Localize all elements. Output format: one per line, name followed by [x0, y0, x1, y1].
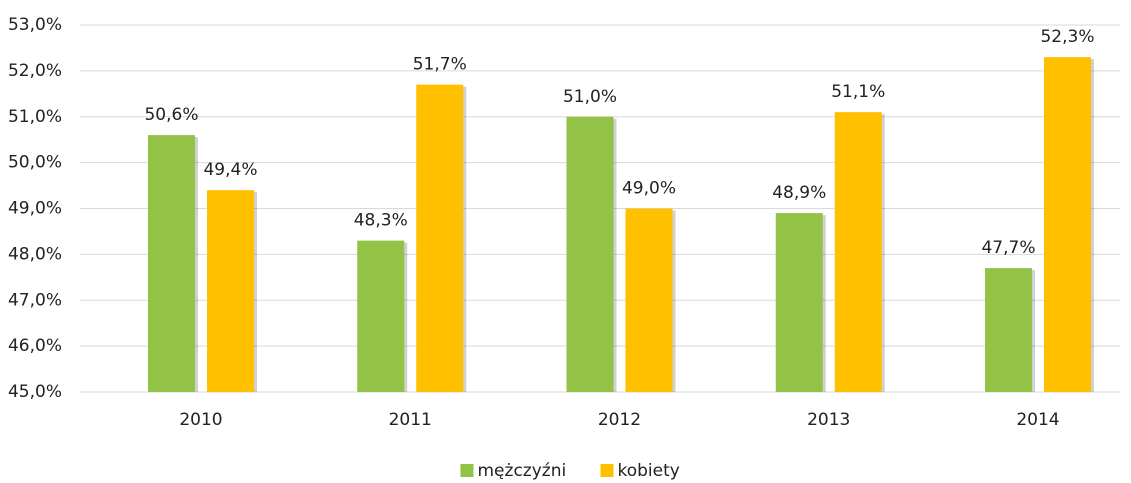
bar: [834, 112, 882, 392]
data-label: 48,9%: [772, 183, 826, 203]
bar: [625, 208, 673, 392]
data-label: 48,3%: [354, 211, 408, 231]
y-tick-label: 49,0%: [8, 199, 62, 219]
x-tick-label: 2011: [389, 410, 432, 430]
y-tick-label: 50,0%: [8, 153, 62, 173]
bar: [1044, 57, 1091, 393]
bar: [416, 84, 464, 392]
legend-swatch: [600, 464, 614, 477]
x-tick-label: 2010: [179, 410, 222, 430]
data-label: 51,1%: [831, 82, 885, 102]
bar: [566, 116, 614, 392]
data-label: 49,4%: [203, 160, 257, 180]
y-tick-label: 45,0%: [8, 382, 62, 402]
y-tick-label: 52,0%: [8, 61, 62, 81]
bar: [357, 240, 405, 392]
data-label: 47,7%: [981, 238, 1035, 258]
bar: [775, 213, 823, 392]
x-tick-label: 2013: [807, 410, 850, 430]
data-label: 49,0%: [622, 179, 676, 199]
y-tick-label: 46,0%: [8, 336, 62, 356]
legend-swatch: [460, 464, 474, 477]
bar: [207, 190, 254, 392]
data-label: 51,7%: [413, 55, 467, 75]
legend-label: kobiety: [618, 461, 680, 481]
x-tick-label: 2012: [598, 410, 641, 430]
data-label: 50,6%: [144, 105, 198, 125]
x-tick-label: 2014: [1016, 410, 1059, 430]
y-tick-label: 51,0%: [8, 107, 62, 127]
legend-label: mężczyźni: [478, 461, 567, 481]
y-tick-label: 48,0%: [8, 244, 62, 264]
y-tick-label: 53,0%: [8, 15, 62, 35]
y-tick-label: 47,0%: [8, 290, 62, 310]
bar: [148, 135, 195, 392]
bar: [985, 268, 1032, 392]
data-label: 52,3%: [1040, 27, 1094, 47]
data-label: 51,0%: [563, 87, 617, 107]
